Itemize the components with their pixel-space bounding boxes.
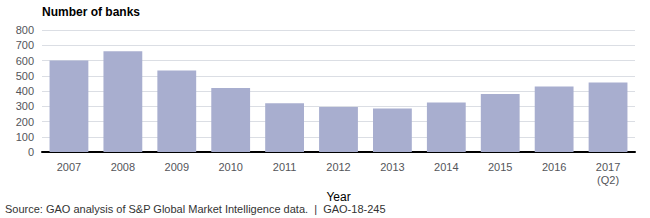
svg-text:800: 800 <box>16 24 34 36</box>
svg-text:(Q2): (Q2) <box>597 174 619 186</box>
svg-text:600: 600 <box>16 55 34 67</box>
svg-text:2016: 2016 <box>542 161 566 173</box>
svg-text:2017: 2017 <box>596 161 620 173</box>
svg-text:300: 300 <box>16 100 34 112</box>
svg-text:2014: 2014 <box>434 161 458 173</box>
svg-text:2013: 2013 <box>380 161 404 173</box>
svg-text:Number of banks: Number of banks <box>42 5 140 19</box>
svg-text:Source: GAO analysis of S&P Gl: Source: GAO analysis of S&P Global Marke… <box>5 203 386 215</box>
svg-text:2011: 2011 <box>273 161 297 173</box>
svg-text:2012: 2012 <box>326 161 350 173</box>
svg-text:100: 100 <box>16 131 34 143</box>
svg-text:2008: 2008 <box>111 161 135 173</box>
svg-text:700: 700 <box>16 39 34 51</box>
svg-text:500: 500 <box>16 70 34 82</box>
svg-text:400: 400 <box>16 85 34 97</box>
svg-text:Year: Year <box>326 190 350 204</box>
svg-text:2009: 2009 <box>165 161 189 173</box>
svg-text:2007: 2007 <box>57 161 81 173</box>
svg-text:2010: 2010 <box>218 161 242 173</box>
svg-text:2015: 2015 <box>488 161 512 173</box>
svg-text:0: 0 <box>28 146 34 158</box>
svg-text:200: 200 <box>16 116 34 128</box>
